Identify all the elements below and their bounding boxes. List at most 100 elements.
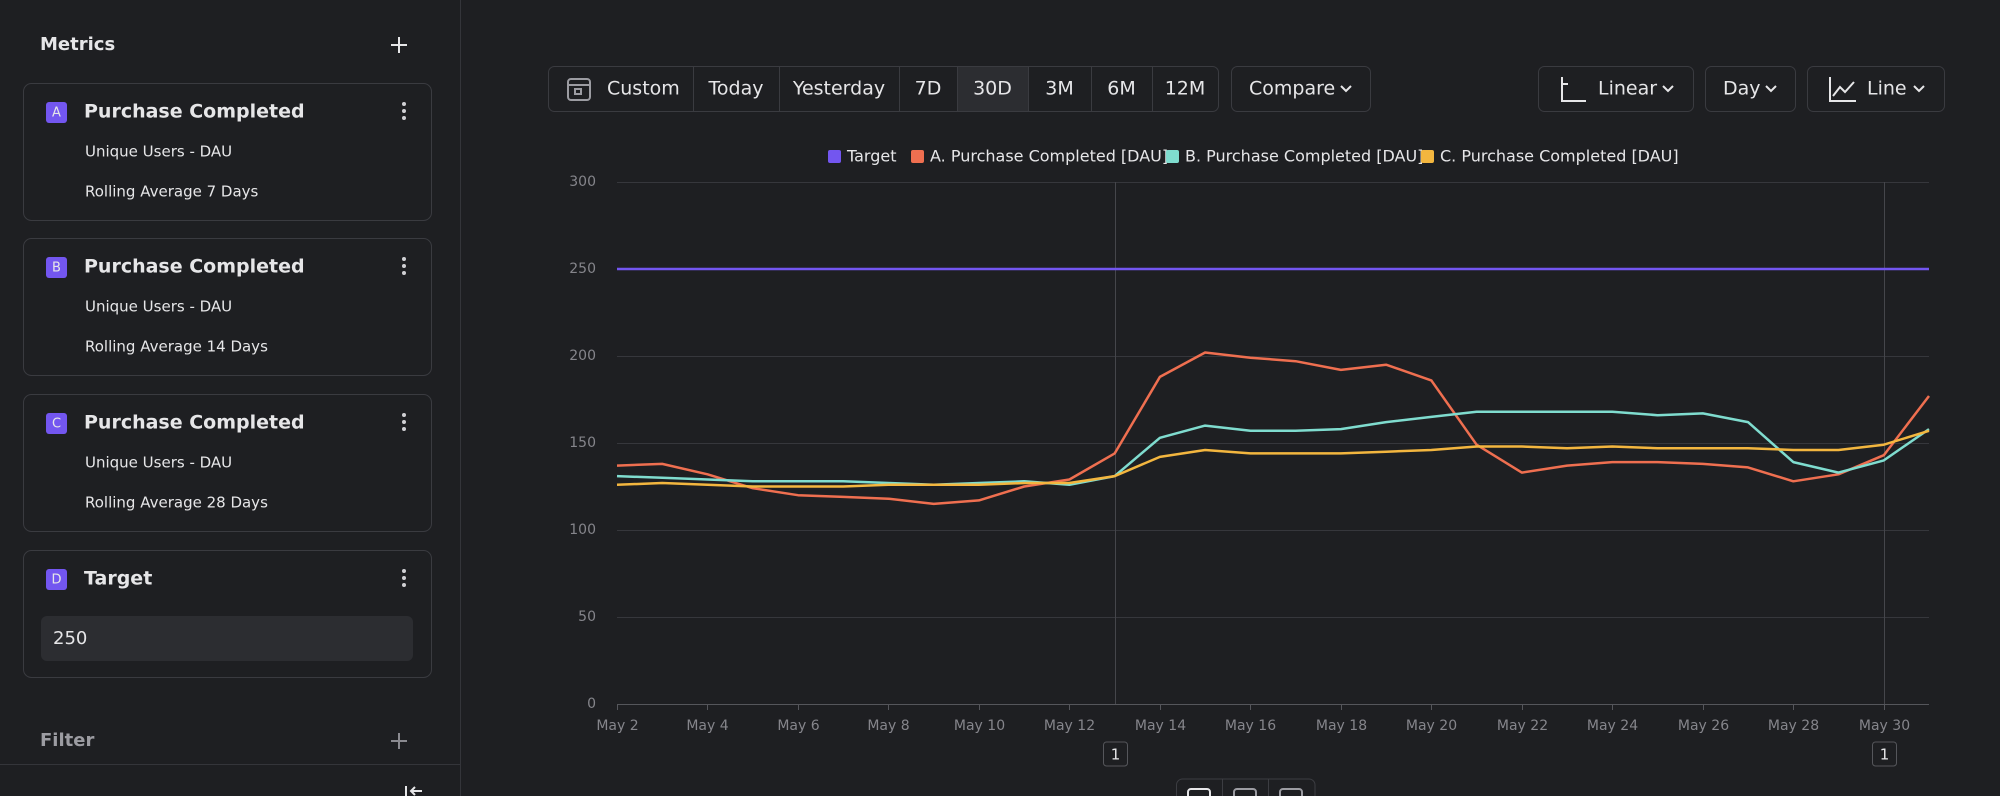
active-bg xyxy=(958,67,1028,111)
legend-swatch xyxy=(911,150,924,163)
target-value: 250 xyxy=(53,628,87,649)
kebab-dot xyxy=(402,583,406,587)
range-label: 7D xyxy=(915,78,942,100)
card-frame xyxy=(23,238,432,376)
annotation-badge[interactable] xyxy=(1872,741,1897,767)
metric-letter: A xyxy=(52,106,61,121)
x-tick-label: May 20 xyxy=(1406,718,1457,734)
kebab-dot xyxy=(402,116,406,120)
metric-letter: C xyxy=(52,417,61,432)
metric-card[interactable]: D Target 250 xyxy=(23,550,432,678)
add-metric-button[interactable] xyxy=(391,37,407,53)
cal-body xyxy=(567,78,591,101)
metric-detail: Unique Users - DAU xyxy=(85,454,232,472)
metric-detail: Rolling Average 28 Days xyxy=(85,494,268,512)
metric-detail: Unique Users - DAU xyxy=(85,143,232,161)
range-button[interactable]: Today xyxy=(693,67,764,111)
range-label: Yesterday xyxy=(792,78,885,100)
metric-card[interactable]: A Purchase Completed Unique Users - DAU Rol… xyxy=(23,83,432,221)
x-tick-label: May 30 xyxy=(1859,718,1910,734)
y-tick-label: 50 xyxy=(578,609,596,625)
range-label: 3M xyxy=(1045,78,1073,100)
x-tick-label: May 16 xyxy=(1225,718,1276,734)
chevron xyxy=(1765,85,1777,93)
legend-item[interactable]: A. Purchase Completed [DAU] xyxy=(911,147,1168,166)
scale-icon xyxy=(1561,77,1586,102)
range-button[interactable]: Yesterday xyxy=(779,67,886,111)
x-tick-label: May 4 xyxy=(686,718,728,734)
range-button[interactable]: 30D xyxy=(957,67,1029,111)
dropdown-scale[interactable]: Linear xyxy=(1538,66,1694,112)
metric-card[interactable]: B Purchase Completed Unique Users - DAU Rol… xyxy=(23,238,432,376)
y-tick-label: 0 xyxy=(587,696,596,712)
range-button[interactable]: 7D xyxy=(899,67,942,111)
metric-badge xyxy=(46,569,67,590)
metric-name: Purchase Completed xyxy=(84,101,305,123)
x-tick-label: May 12 xyxy=(1044,718,1095,734)
legend-label: B. Purchase Completed [DAU] xyxy=(1185,147,1423,166)
metric-badge xyxy=(46,413,67,434)
dropdown-label: Linear xyxy=(1598,78,1657,100)
add-filter-button[interactable] xyxy=(391,733,407,749)
metric-name: Purchase Completed xyxy=(84,256,305,278)
legend-item[interactable]: Target xyxy=(828,147,897,166)
metric-detail: Unique Users - DAU xyxy=(85,298,232,316)
kebab-dot xyxy=(402,413,406,417)
annotation-badge[interactable] xyxy=(1103,741,1128,767)
dropdown-label: Compare xyxy=(1249,78,1335,100)
view-toggle[interactable] xyxy=(1176,778,1316,796)
x-tick-label: May 18 xyxy=(1316,718,1367,734)
x-tick-label: May 22 xyxy=(1497,718,1548,734)
kebab-dot xyxy=(402,420,406,424)
card-frame xyxy=(23,394,432,532)
range-button[interactable]: 12M xyxy=(1152,67,1206,111)
legend-item[interactable]: B. Purchase Completed [DAU] xyxy=(1166,147,1423,166)
y-tick-label: 100 xyxy=(569,522,596,538)
kebab-dot xyxy=(402,569,406,573)
target-input[interactable] xyxy=(41,616,413,661)
legend-swatch xyxy=(1421,150,1434,163)
chart-icon xyxy=(1829,77,1856,102)
annotation-label: 1 xyxy=(1880,746,1890,764)
cal-day xyxy=(574,88,582,95)
dropdown-interval[interactable]: Day xyxy=(1705,66,1796,112)
kebab-dot xyxy=(402,576,406,580)
kebab-dot xyxy=(402,271,406,275)
range-button[interactable]: Custom xyxy=(567,78,680,101)
legend-label: C. Purchase Completed [DAU] xyxy=(1440,147,1679,166)
legend-swatch xyxy=(828,150,841,163)
series-line xyxy=(616,410,1930,487)
range-button[interactable]: 3M xyxy=(1028,67,1074,111)
series-line xyxy=(616,351,1930,506)
legend-item[interactable]: C. Purchase Completed [DAU] xyxy=(1421,147,1679,166)
chevron xyxy=(1913,85,1925,93)
range-button[interactable]: 6M xyxy=(1091,67,1136,111)
dropdown-compare[interactable]: Compare xyxy=(1231,66,1371,112)
kebab-dot xyxy=(402,427,406,431)
metric-name: Purchase Completed xyxy=(84,412,305,434)
metric-card[interactable]: C Purchase Completed Unique Users - DAU Rol… xyxy=(23,394,432,532)
dropdown-frame xyxy=(1231,66,1371,112)
metric-letter: D xyxy=(51,573,61,588)
x-tick-label: May 14 xyxy=(1135,718,1186,734)
date-range-group: Custom Today Yesterday 7D 30D 3M 6M 12M xyxy=(548,66,1219,112)
dropdown-label: Line xyxy=(1867,78,1907,100)
kebab-dot xyxy=(402,109,406,113)
x-tick-label: May 24 xyxy=(1587,718,1638,734)
y-tick-label: 300 xyxy=(569,174,596,190)
group-frame xyxy=(548,66,1219,112)
metric-badge xyxy=(46,102,67,123)
x-tick-label: May 26 xyxy=(1678,718,1729,734)
metric-badge xyxy=(46,257,67,278)
collapse-sidebar-button[interactable] xyxy=(405,786,422,796)
dropdown-chart-kind[interactable]: Line xyxy=(1807,66,1945,112)
x-tick-label: May 8 xyxy=(867,718,909,734)
sidebar-title: Metrics xyxy=(40,34,115,55)
metric-name: Target xyxy=(84,568,152,590)
dropdown-frame xyxy=(1705,66,1796,112)
range-label: Custom xyxy=(607,78,680,100)
chevron xyxy=(1340,85,1352,93)
dropdown-label: Day xyxy=(1723,78,1761,100)
